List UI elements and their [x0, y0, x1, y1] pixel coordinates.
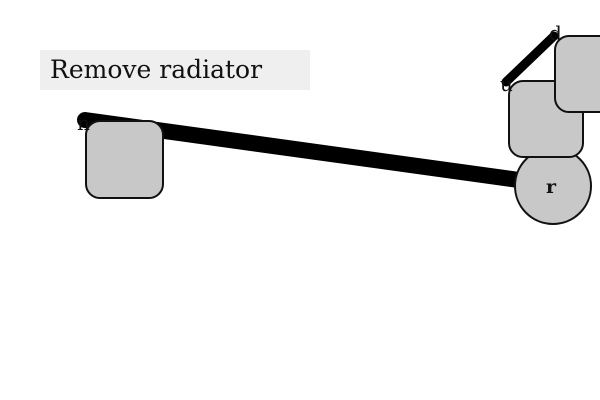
square-block-top-right[interactable]: [554, 35, 600, 113]
node-label-r: r: [546, 176, 557, 198]
instruction-text: Remove radiator: [40, 50, 310, 90]
node-label-d: d: [549, 21, 562, 45]
short-rod[interactable]: [501, 31, 559, 87]
node-label-u: u: [500, 72, 513, 96]
square-block-left[interactable]: [85, 120, 164, 199]
node-label-n: n: [77, 111, 90, 135]
